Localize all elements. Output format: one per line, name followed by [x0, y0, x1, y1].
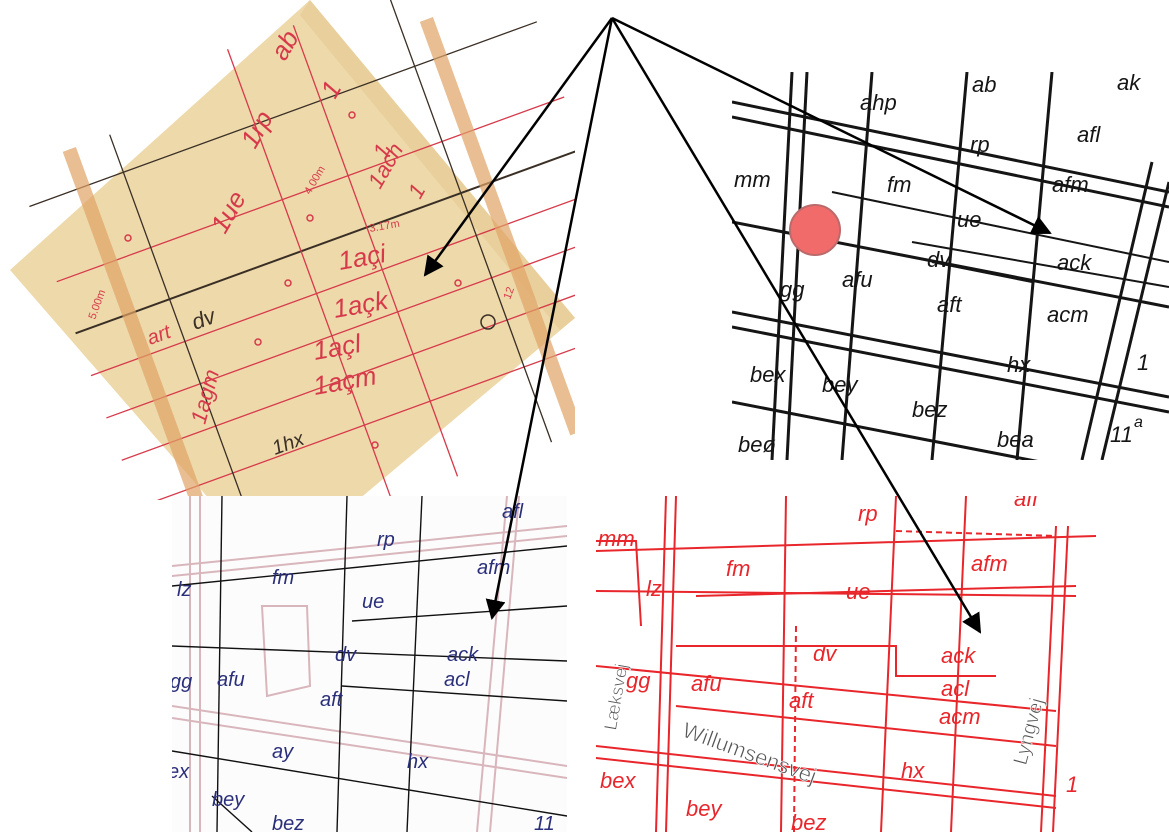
- bw-label-afu: afu: [842, 267, 873, 292]
- red-label-hx: hx: [901, 758, 925, 783]
- red-label-afl: afl: [1014, 496, 1038, 511]
- bw-label-ack: ack: [1057, 250, 1092, 275]
- bw-label-rp: rp: [970, 132, 990, 157]
- red-label-1: 1: [1066, 772, 1078, 797]
- red-cadastral-map: mm rp afl fm afm lz ue dv ack gg afu aft…: [596, 496, 1169, 832]
- bw-label-bea: bea: [997, 427, 1034, 452]
- red-label-bex: bex: [600, 768, 636, 793]
- bw-label-ahp: ahp: [860, 90, 897, 115]
- location-dot: [789, 204, 841, 256]
- bw-label-ab: ab: [972, 72, 996, 97]
- bw-label-gg: gg: [780, 277, 805, 302]
- blue-label-bez: bez: [272, 813, 304, 832]
- street-willumsensvej: Willumsensvej: [679, 717, 820, 789]
- red-label-afm: afm: [971, 551, 1008, 576]
- red-label-bey: bey: [686, 796, 723, 821]
- bw-label-ak: ak: [1117, 72, 1141, 95]
- blue-cadastral-map: rp afl lz fm afm ue dv ack gg afu aft ac…: [172, 496, 567, 832]
- blue-label-lz: lz: [177, 579, 191, 601]
- bw-label-mm: mm: [734, 167, 771, 192]
- blue-label-ex: ex: [172, 761, 190, 783]
- red-label-rp: rp: [858, 501, 878, 526]
- red-label-mm: mm: [598, 526, 635, 551]
- bw-cadastral-map: ahp ab ak rp afl mm fm afm ue ack gg afu…: [732, 72, 1169, 460]
- red-label-lz: lz: [646, 576, 662, 601]
- blue-label-hx: hx: [407, 751, 429, 773]
- blue-label-ue: ue: [362, 591, 384, 613]
- red-label-fm: fm: [726, 556, 750, 581]
- bw-label-a: a: [1134, 414, 1143, 431]
- blue-label-gg: gg: [172, 671, 192, 693]
- bw-label-bex: bex: [750, 362, 786, 387]
- bw-label-bez: bez: [912, 397, 947, 422]
- historic-map-drawing: ab 1 1rp 1 1ue 1 1ach 1açi 1açk 1açl 1aç…: [10, 0, 575, 500]
- blue-label-afu: afu: [217, 669, 245, 691]
- bw-label-aft: aft: [937, 292, 962, 317]
- blue-label-rp: rp: [377, 529, 395, 551]
- red-label-afu: afu: [691, 671, 722, 696]
- blue-label-afl: afl: [502, 501, 524, 523]
- historic-cadastral-map: ab 1 1rp 1 1ue 1 1ach 1açi 1açk 1açl 1aç…: [0, 0, 575, 500]
- bw-label-dv: dv: [927, 247, 952, 272]
- bw-label-beo: beø: [738, 432, 776, 457]
- red-label-ack: ack: [941, 643, 976, 668]
- bw-label-1: 1: [1137, 350, 1149, 375]
- blue-label-bey: bey: [212, 789, 245, 811]
- red-label-dv: dv: [813, 641, 838, 666]
- bw-map-drawing: ahp ab ak rp afl mm fm afm ue ack gg afu…: [732, 72, 1169, 460]
- bw-label-afl: afl: [1077, 122, 1101, 147]
- bw-label-fm: fm: [887, 172, 911, 197]
- measure-3m: 3.17m: [368, 218, 400, 235]
- paper-sheet: [10, 0, 575, 500]
- blue-label-fm: fm: [272, 567, 294, 589]
- bw-label-afm: afm: [1052, 172, 1089, 197]
- red-label-bez: bez: [791, 810, 826, 832]
- bw-label-11: 11: [1110, 422, 1133, 447]
- red-map-drawing: mm rp afl fm afm lz ue dv ack gg afu aft…: [596, 496, 1097, 832]
- blue-label-aft: aft: [320, 689, 344, 711]
- blue-label-dv: dv: [335, 644, 357, 666]
- red-label-aft: aft: [789, 688, 814, 713]
- bw-label-bey: bey: [822, 372, 859, 397]
- red-label-gg: gg: [626, 668, 651, 693]
- street-laeksvej: Læksvej: [600, 662, 631, 731]
- bw-label-ue: ue: [957, 207, 981, 232]
- blue-label-acl: acl: [444, 669, 470, 691]
- blue-map-drawing: rp afl lz fm afm ue dv ack gg afu aft ac…: [172, 496, 567, 832]
- blue-label-ack: ack: [447, 644, 479, 666]
- bw-label-hx: hx: [1007, 352, 1031, 377]
- blue-label-ay: ay: [272, 741, 294, 763]
- red-label-acm: acm: [939, 704, 981, 729]
- blue-label-11: 11: [534, 813, 555, 832]
- blue-label-afm: afm: [477, 557, 510, 579]
- bw-label-acm: acm: [1047, 302, 1089, 327]
- red-label-ue: ue: [846, 579, 870, 604]
- red-label-acl: acl: [941, 676, 970, 701]
